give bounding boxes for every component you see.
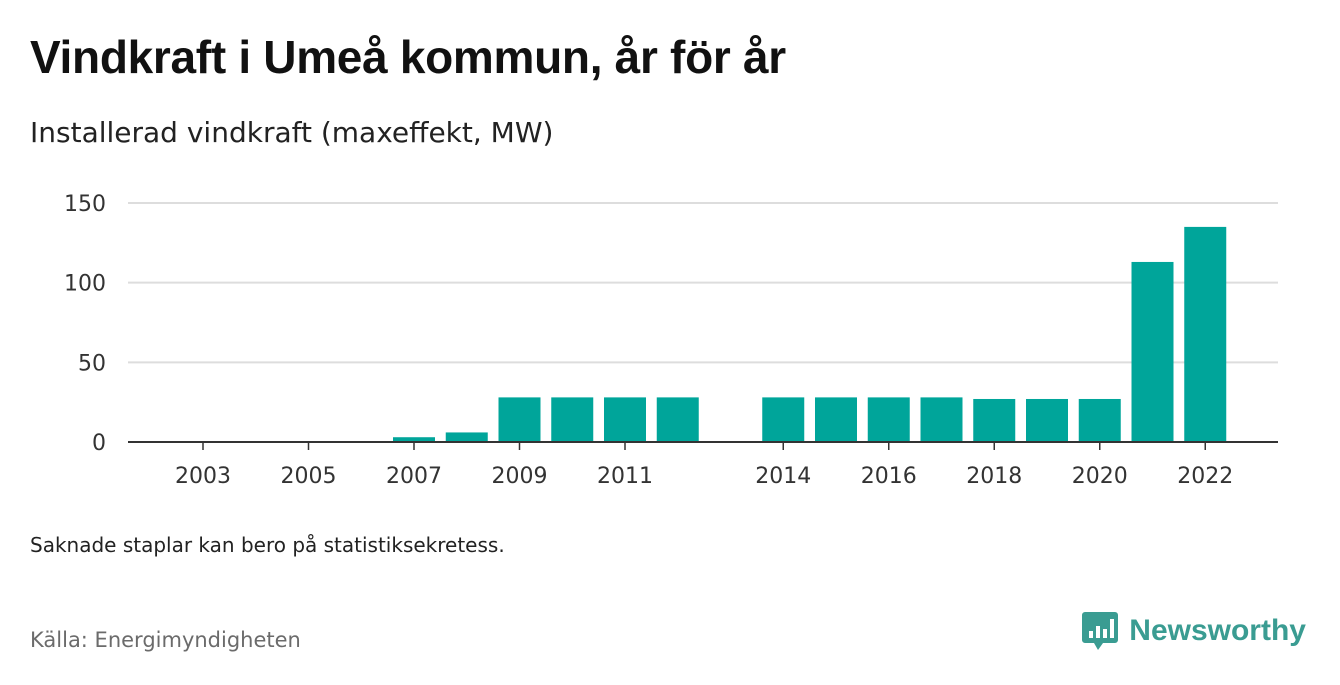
bar-2021: [1131, 261, 1174, 442]
x-tick-label: 2016: [861, 464, 917, 489]
bar-2016: [867, 397, 910, 442]
x-tick-label: 2003: [175, 464, 231, 489]
x-tick-label: 2020: [1072, 464, 1128, 489]
x-tick-label: 2011: [597, 464, 653, 489]
bar-2022: [1184, 226, 1227, 442]
x-tick-label: 2014: [755, 464, 811, 489]
x-tick-label: 2005: [281, 464, 337, 489]
bar-2019: [1026, 398, 1068, 442]
x-tick-label: 2018: [966, 464, 1022, 489]
y-tick-label: 0: [92, 431, 106, 456]
y-axis-labels: 0 50 100 150: [64, 192, 106, 456]
chart-title: Vindkraft i Umeå kommun, år för år: [30, 31, 786, 83]
bar-2011: [604, 397, 646, 442]
bar-2014: [762, 397, 805, 442]
footnote: Saknade staplar kan bero på statistiksek…: [30, 533, 505, 557]
bar-2015: [815, 397, 857, 442]
bar-2008: [445, 432, 488, 442]
y-tick-label: 100: [64, 272, 106, 297]
bars: [393, 226, 1227, 442]
x-axis-labels: 2003 2005 2007 2009 2011 2014 2016 2018 2020 2022: [175, 442, 1233, 489]
y-tick-label: 50: [78, 351, 106, 376]
bar-2020: [1078, 398, 1121, 442]
bar-2010: [551, 397, 594, 442]
bar-2018: [973, 398, 1016, 442]
chart-subtitle: Installerad vindkraft (maxeffekt, MW): [30, 116, 554, 149]
bar-2009: [498, 397, 541, 442]
bar-2007: [393, 437, 435, 442]
newsworthy-logo: Newsworthy: [1081, 610, 1306, 652]
bar-2017: [920, 397, 963, 442]
x-tick-label: 2007: [386, 464, 442, 489]
brand-name: Newsworthy: [1129, 614, 1306, 647]
newsworthy-icon: [1082, 612, 1119, 650]
source-text: Källa: Energimyndigheten: [30, 628, 301, 652]
grid-lines: [128, 202, 1278, 364]
x-tick-label: 2022: [1177, 464, 1233, 489]
x-tick-label: 2009: [492, 464, 548, 489]
y-tick-label: 150: [64, 192, 106, 217]
bar-2012: [656, 397, 699, 442]
